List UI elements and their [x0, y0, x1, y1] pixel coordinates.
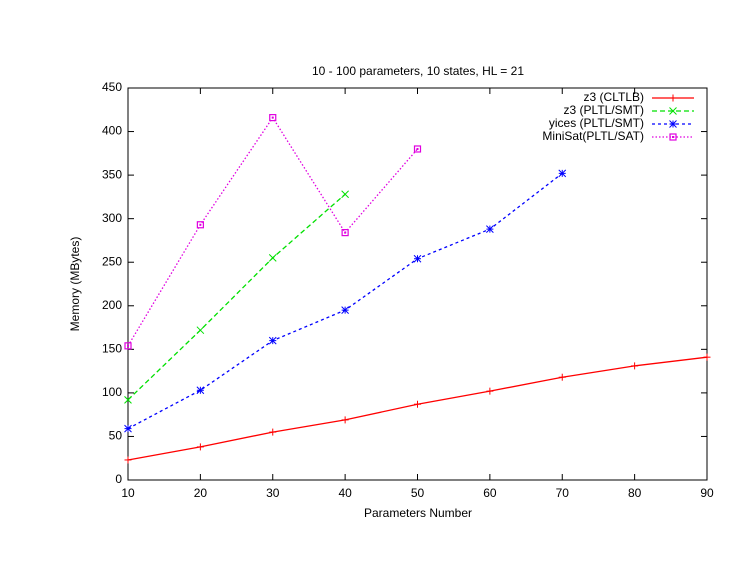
point — [341, 229, 349, 237]
marker-square — [341, 229, 349, 237]
point — [269, 428, 277, 436]
plot-frame — [127, 87, 708, 481]
point — [558, 373, 566, 381]
marker-stroke — [341, 306, 349, 314]
marker-stroke — [268, 336, 277, 345]
point — [196, 443, 204, 451]
point — [558, 169, 567, 178]
point — [124, 342, 132, 350]
y-tick-label: 100 — [102, 385, 122, 399]
legend-label: MiniSat(PLTL/SAT) — [542, 129, 644, 143]
x-axis-label: Parameters Number — [364, 506, 472, 520]
point — [414, 400, 421, 408]
marker-stroke — [268, 254, 277, 262]
y-tick-label: 200 — [102, 298, 122, 312]
marker-square — [124, 342, 132, 350]
marker-stroke — [341, 190, 349, 199]
y-tick-label: 150 — [102, 342, 122, 356]
marker-square — [269, 114, 277, 122]
point — [669, 107, 677, 115]
marker-square — [413, 145, 422, 153]
x-tick-label: 80 — [628, 486, 642, 500]
y-tick-label: 400 — [102, 124, 122, 138]
marker-stroke — [486, 225, 494, 233]
x-tick-label: 90 — [700, 486, 714, 500]
x-tick-label: 30 — [266, 486, 280, 500]
point — [196, 386, 205, 395]
point — [124, 424, 132, 433]
point — [486, 387, 494, 395]
y-tick-label: 250 — [102, 254, 122, 268]
x-tick-label: 40 — [338, 486, 352, 500]
marker-square-inner — [199, 223, 202, 226]
legend-label: yices (PLTL/SMT) — [549, 116, 644, 130]
series-line — [127, 356, 708, 461]
series-line — [127, 116, 418, 347]
marker-stroke — [196, 386, 205, 395]
marker-square-inner — [416, 147, 419, 150]
marker-stroke — [196, 326, 205, 335]
x-tick-label: 50 — [411, 486, 425, 500]
chart-title: 10 - 100 parameters, 10 states, HL = 21 — [312, 64, 524, 78]
y-tick-label: 350 — [102, 167, 122, 181]
point — [703, 353, 711, 361]
marker-stroke — [669, 120, 677, 128]
marker-square-inner — [672, 136, 674, 138]
point — [669, 133, 677, 141]
x-tick-label: 10 — [121, 486, 135, 500]
y-axis-label: Memory (MBytes) — [68, 237, 82, 332]
marker-square-inner — [344, 231, 347, 234]
y-tick-label: 0 — [115, 472, 122, 486]
point — [268, 336, 277, 345]
y-tick-label: 450 — [102, 80, 122, 94]
x-tick-label: 70 — [556, 486, 570, 500]
marker-square-inner — [271, 116, 274, 119]
point — [341, 306, 349, 314]
point — [669, 120, 677, 128]
x-tick-label: 60 — [483, 486, 497, 500]
point — [413, 145, 422, 153]
series-line — [127, 193, 346, 401]
point — [631, 362, 639, 370]
marker-stroke — [413, 254, 422, 263]
marker-stroke — [558, 169, 567, 178]
point — [268, 254, 277, 262]
point — [669, 94, 677, 102]
point — [413, 254, 422, 263]
point — [341, 416, 349, 424]
marker-stroke — [669, 107, 677, 115]
marker-square-inner — [127, 344, 129, 347]
marker-stroke — [124, 396, 132, 404]
point — [196, 326, 205, 335]
legend-label: z3 (CLTLB) — [584, 90, 644, 104]
point — [124, 396, 132, 404]
point — [269, 114, 277, 122]
y-tick-label: 300 — [102, 211, 122, 225]
legend-label: z3 (PLTL/SMT) — [564, 103, 644, 117]
marker-stroke — [124, 424, 132, 433]
y-tick-label: 50 — [109, 429, 123, 443]
point — [341, 190, 349, 199]
marker-square — [669, 133, 677, 141]
x-tick-label: 20 — [194, 486, 208, 500]
point — [486, 225, 494, 233]
point — [124, 456, 132, 464]
marker-square — [196, 221, 204, 229]
point — [196, 221, 204, 229]
